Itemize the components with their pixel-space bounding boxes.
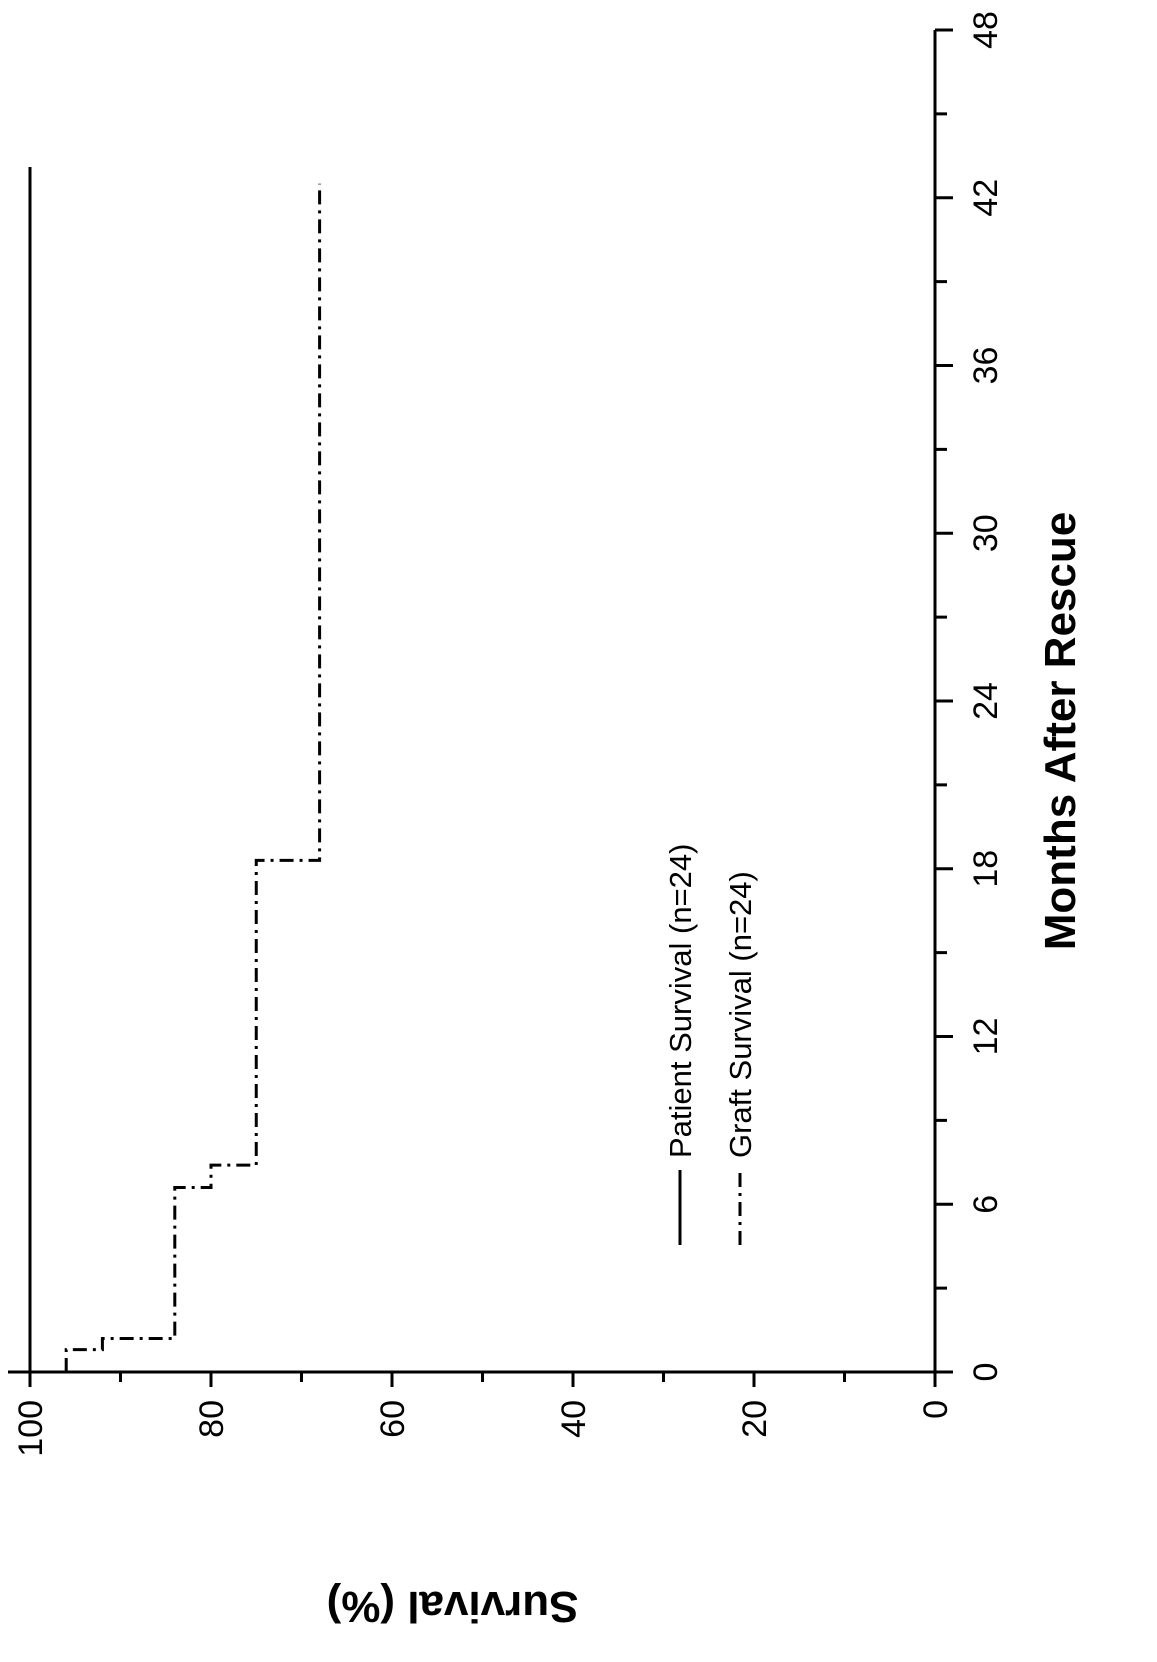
y-axis-title: Survival (%) <box>327 1582 579 1631</box>
x-axis-title: Months After Rescue <box>1036 512 1085 950</box>
x-tick-label: 12 <box>967 1018 1005 1056</box>
series-line <box>64 183 322 1372</box>
x-tick-label: 0 <box>967 1363 1005 1382</box>
plot: 0 6 12 18 24 30 36 42 48 0 20 40 60 80 100 Months After… <box>8 11 1085 1631</box>
x-tick-label: 36 <box>967 347 1005 385</box>
y-tick-label: 40 <box>555 1400 593 1438</box>
legend-label: Graft Survival (n=24) <box>723 871 758 1158</box>
y-tick-label: 0 <box>917 1400 955 1419</box>
x-tick-label: 18 <box>967 850 1005 888</box>
y-tick-label: 60 <box>374 1400 412 1438</box>
y-tick-label: 20 <box>736 1400 774 1438</box>
x-tick-label: 6 <box>967 1195 1005 1214</box>
y-tick-label: 80 <box>193 1400 231 1438</box>
x-tick-label: 42 <box>967 179 1005 217</box>
legend-label: Patient Survival (n=24) <box>663 844 698 1158</box>
x-tick-label: 24 <box>967 682 1005 720</box>
y-tick-label: 100 <box>12 1400 50 1457</box>
x-tick-label: 48 <box>967 11 1005 49</box>
x-tick-label: 30 <box>967 514 1005 552</box>
